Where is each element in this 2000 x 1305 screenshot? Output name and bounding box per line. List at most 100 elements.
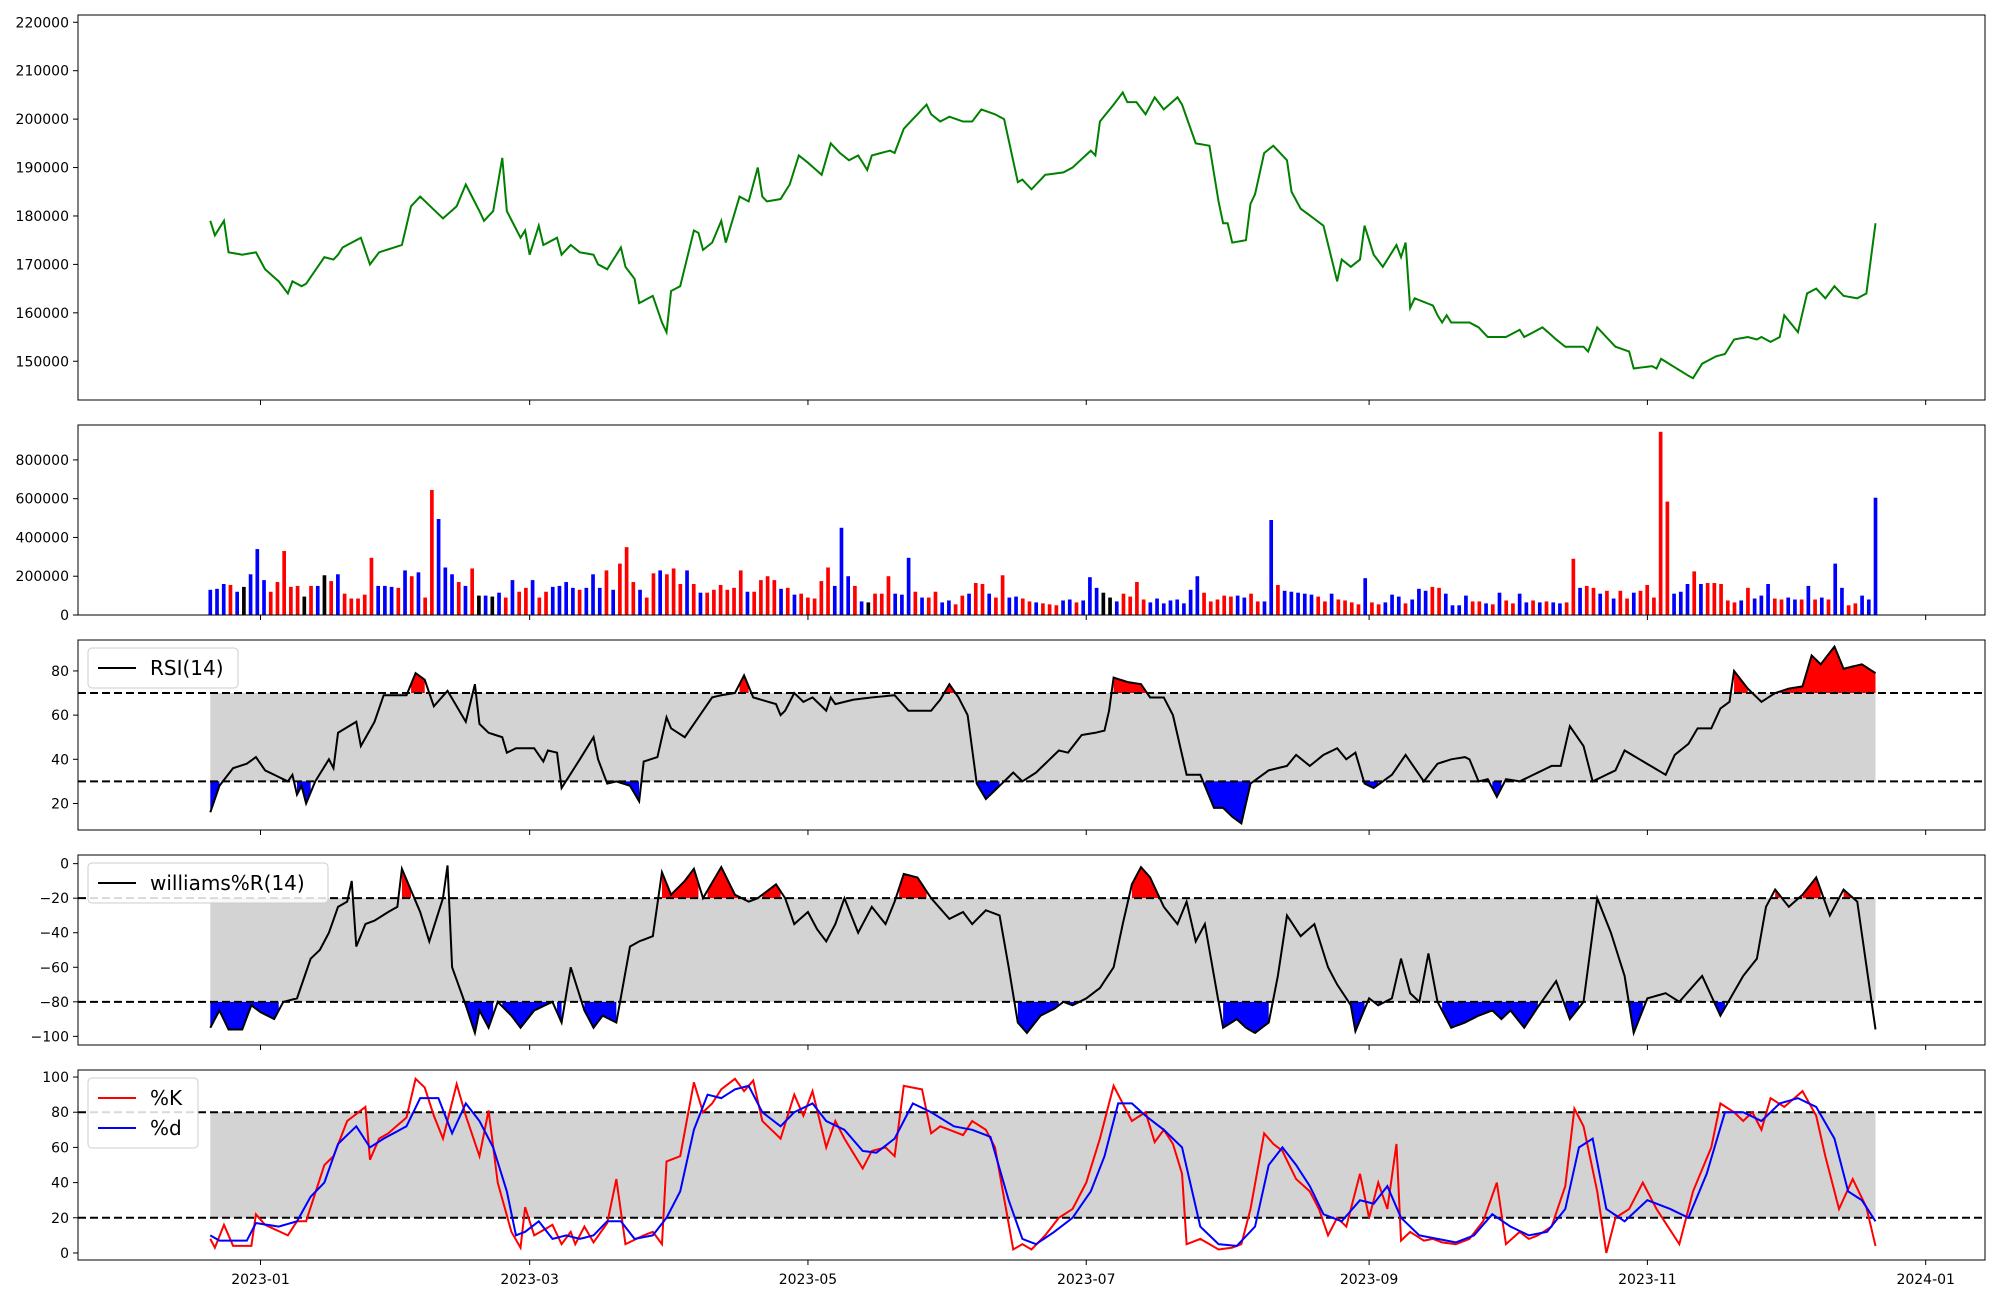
volume-bar (1511, 603, 1515, 615)
volume-bar (1571, 558, 1576, 615)
volume-bar (705, 592, 710, 615)
volume-bar (1289, 591, 1294, 615)
volume-bar (1108, 597, 1112, 615)
volume-bar (644, 597, 649, 615)
volume-bar (1672, 593, 1676, 615)
volume-bar (1269, 520, 1274, 615)
volume-bar (947, 600, 951, 615)
volume-bar (248, 574, 253, 615)
volume-bar (1363, 578, 1368, 615)
volume-bar (1376, 604, 1381, 615)
volume-bar (1470, 601, 1475, 615)
volume-bar (235, 591, 239, 615)
stochastic-ytick-label: 40 (51, 1176, 69, 1192)
volume-bar (255, 549, 260, 615)
volume-bar (1135, 582, 1139, 615)
volume-bar (987, 593, 992, 615)
volume-bar (208, 589, 213, 615)
williams-neutral-band (210, 898, 1876, 1002)
volume-bar (1517, 593, 1522, 615)
volume-bar (1202, 592, 1206, 615)
stochastic-ytick-label: 80 (51, 1105, 69, 1121)
rsi-oversold-fill (210, 781, 1502, 824)
volume-bar (1309, 594, 1314, 615)
volume-bar (215, 588, 219, 615)
rsi-ytick-label: 80 (51, 664, 69, 680)
x-tick-label: 2023-11 (1618, 1272, 1677, 1288)
volume-bar (712, 589, 716, 615)
volume-bar (356, 598, 360, 615)
volume-bar (1806, 585, 1811, 615)
x-tick-label: 2023-05 (779, 1272, 838, 1288)
volume-bar (1390, 594, 1394, 615)
volume-bar (1054, 605, 1059, 615)
volume-bar (698, 592, 703, 615)
volume-bar (792, 594, 797, 615)
volume-bar (1873, 497, 1878, 615)
volume-bar (651, 573, 656, 615)
volume-bar (1625, 598, 1629, 615)
volume-bar (879, 593, 884, 615)
volume-bar (349, 598, 354, 615)
volume-bar (967, 593, 971, 615)
volume-bar (779, 588, 783, 615)
williams-ytick-label: −100 (31, 1029, 69, 1045)
volume-bar (1719, 583, 1723, 615)
volume-bar (1155, 598, 1159, 615)
stochastic-ytick-label: 0 (60, 1246, 69, 1262)
volume-bar (1370, 602, 1374, 615)
williams-ytick-label: −60 (39, 960, 69, 976)
volume-bar (900, 594, 904, 615)
volume-bar (1732, 602, 1737, 615)
volume-bar (1484, 603, 1488, 615)
volume-bar (450, 574, 454, 615)
volume-bar (1860, 595, 1864, 615)
volume-bar (866, 602, 871, 615)
rsi-legend-label: RSI(14) (150, 656, 224, 680)
volume-bar (1779, 599, 1784, 615)
volume-bar (638, 589, 642, 615)
volume-bar (221, 583, 226, 615)
volume-bar (752, 591, 757, 615)
williams-overbought-fill (401, 867, 1853, 899)
volume-bar (1349, 602, 1354, 615)
volume-bar (416, 572, 421, 615)
volume-bar (409, 576, 414, 615)
volume-bar (906, 557, 911, 615)
volume-bar (718, 584, 723, 615)
volume-bar (282, 551, 286, 615)
volume-bar (1007, 597, 1012, 615)
volume-bar (1504, 600, 1509, 615)
volume-bar (1182, 603, 1186, 615)
volume-bar (1752, 598, 1757, 615)
volume-bar (1282, 590, 1287, 615)
volume-bar (1584, 585, 1589, 615)
volume-bar (1618, 590, 1623, 615)
volume-bar (1551, 602, 1556, 615)
volume-bar (785, 587, 790, 615)
volume-bar (403, 570, 407, 615)
volume-bar (477, 595, 481, 615)
volume-bar (228, 584, 233, 615)
rsi-ytick-label: 20 (51, 796, 69, 812)
volume-bar (671, 568, 676, 615)
volume-bar (665, 574, 669, 615)
volume-bar (1772, 598, 1777, 615)
volume-bar (1161, 603, 1166, 615)
volume-bar (463, 585, 468, 615)
volume-bar (1840, 587, 1844, 615)
volume-bar (1175, 599, 1180, 615)
volume-bar (1578, 587, 1582, 615)
volume-bar (819, 581, 824, 615)
volume-bar (1020, 598, 1025, 615)
volume-bar (1638, 590, 1643, 615)
x-tick-label: 2023-03 (500, 1272, 559, 1288)
volume-bar (1276, 584, 1280, 615)
volume-bar (799, 593, 804, 615)
volume-bar (1786, 597, 1791, 615)
volume-bar (389, 586, 394, 615)
volume-bar (1195, 576, 1200, 615)
volume-bar (483, 595, 488, 615)
volume-bar (1524, 602, 1529, 615)
volume-bar (1396, 596, 1401, 615)
